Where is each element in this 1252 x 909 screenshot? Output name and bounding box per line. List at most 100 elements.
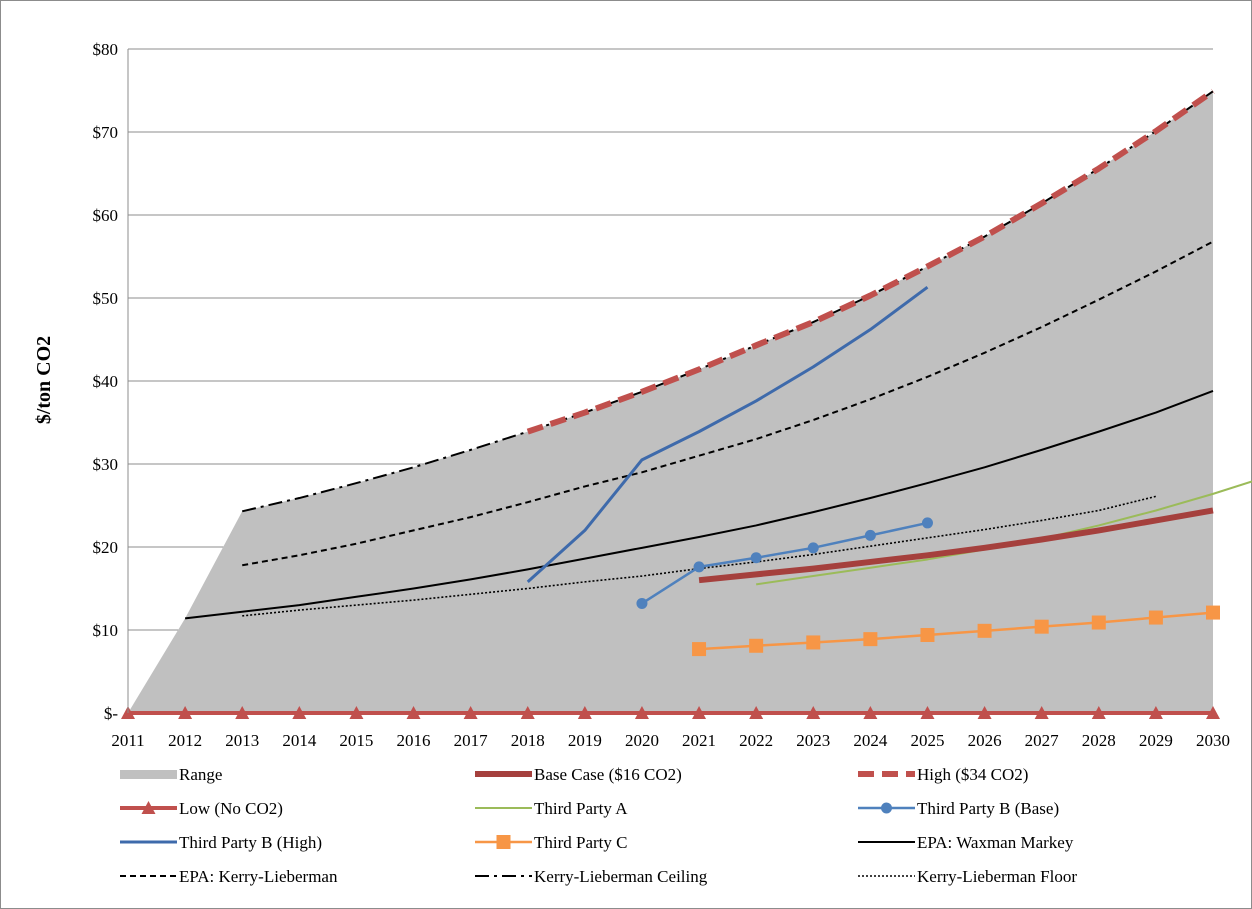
legend-label: Kerry-Lieberman Ceiling (534, 867, 708, 886)
x-tick-label: 2027 (1025, 731, 1060, 750)
series-line-tpb_base (641, 521, 928, 605)
data-point-tpb_base (636, 597, 648, 609)
data-point-low (520, 706, 535, 719)
data-point-low (349, 706, 364, 719)
legend-label: Third Party A (534, 799, 628, 818)
data-point-tpc (692, 642, 707, 657)
data-point-low (463, 706, 478, 719)
legend-marker-tpb_base (881, 802, 892, 814)
data-point-tpc (920, 627, 935, 642)
y-tick-label: $10 (93, 621, 119, 640)
axes: $- $10 $20 $30 $40 $50 $60 $70 $80 2011 2012 2013 20… (93, 40, 1231, 750)
legend-marker-tpc (496, 835, 511, 849)
legend-label: Range (179, 765, 222, 784)
y-tick-label: $30 (93, 455, 119, 474)
series-line-tpb_high (526, 286, 929, 583)
y-tick-label: $80 (93, 40, 119, 59)
data-point-low (577, 706, 592, 719)
series-tpb_base (636, 517, 933, 609)
data-point-low (178, 706, 193, 719)
legend-item-tpb_high: Third Party B (High) (120, 833, 322, 852)
data-point-low (1091, 706, 1106, 719)
legend-item-tpb_base: Third Party B (Base) (858, 799, 1059, 818)
data-point-low (235, 706, 250, 719)
y-tick-label: $40 (93, 372, 119, 391)
legend: Range Base Case ($16 CO2) High ($34 CO2) Lo… (120, 765, 1077, 886)
legend-label: Base Case ($16 CO2) (534, 765, 682, 784)
legend-item-waxman: EPA: Waxman Markey (858, 833, 1074, 852)
y-tick-label: $70 (93, 123, 119, 142)
y-tick-label: $20 (93, 538, 119, 557)
legend-item-klc: Kerry-Lieberman Ceiling (475, 867, 708, 886)
legend-label: Third Party B (Base) (917, 799, 1059, 818)
legend-swatch-range (120, 770, 177, 779)
legend-item-base: Base Case ($16 CO2) (475, 765, 682, 784)
series-tpc (692, 605, 1220, 657)
data-point-low (1148, 706, 1163, 719)
x-tick-label: 2029 (1139, 731, 1173, 750)
series-line-base (698, 507, 1214, 584)
data-point-tpb_base (807, 542, 819, 554)
series-line-waxman (184, 390, 1214, 620)
x-tick-label: 2013 (225, 731, 259, 750)
legend-label: EPA: Waxman Markey (917, 833, 1074, 852)
series-waxman (184, 390, 1214, 620)
data-point-low (292, 706, 307, 719)
legend-item-kl: EPA: Kerry-Lieberman (120, 867, 338, 886)
data-point-tpb_base (693, 561, 705, 573)
legend-item-tpa: Third Party A (475, 799, 628, 818)
x-tick-label: 2016 (397, 731, 431, 750)
x-tick-label: 2030 (1196, 731, 1230, 750)
legend-marker-low (141, 801, 156, 814)
series-line-high (526, 88, 1215, 435)
data-point-low (977, 706, 992, 719)
data-point-tpb_base (750, 552, 762, 564)
legend-label: EPA: Kerry-Lieberman (179, 867, 338, 886)
x-tick-label: 2020 (625, 731, 659, 750)
series-line-klc (241, 90, 1214, 513)
x-tick-label: 2015 (339, 731, 373, 750)
legend-label: Kerry-Lieberman Floor (917, 867, 1077, 886)
y-tick-label: $- (104, 704, 119, 723)
data-point-low (863, 706, 878, 719)
series-high (526, 88, 1215, 435)
legend-item-klf: Kerry-Lieberman Floor (858, 867, 1077, 886)
x-tick-label: 2011 (111, 731, 144, 750)
data-point-low (1206, 706, 1220, 719)
legend-label: Third Party B (High) (179, 833, 322, 852)
x-tick-label: 2025 (910, 731, 944, 750)
series-layer (121, 88, 1252, 719)
x-tick-label: 2021 (682, 731, 716, 750)
data-point-tpc (1034, 619, 1049, 634)
y-axis-title: $/ton CO2 (33, 336, 55, 424)
x-tick-label: 2028 (1082, 731, 1116, 750)
series-tpb_high (526, 286, 929, 583)
x-tick-label: 2012 (168, 731, 202, 750)
series-kl (242, 240, 1214, 567)
data-point-tpc (1148, 610, 1163, 625)
x-tick-label: 2019 (568, 731, 602, 750)
legend-label: Third Party C (534, 833, 628, 852)
series-low (121, 706, 1220, 719)
x-tick-label: 2022 (739, 731, 773, 750)
data-point-tpc (806, 635, 821, 650)
legend-label: High ($34 CO2) (917, 765, 1028, 784)
data-point-low (406, 706, 421, 719)
data-point-tpc (1091, 615, 1106, 630)
legend-item-range: Range (120, 765, 222, 784)
data-point-low (806, 706, 821, 719)
x-tick-label: 2023 (796, 731, 830, 750)
data-point-tpb_base (864, 529, 876, 541)
y-tick-label: $60 (93, 206, 119, 225)
data-point-tpc (1206, 605, 1220, 620)
legend-item-low: Low (No CO2) (120, 799, 283, 818)
data-point-low (692, 706, 707, 719)
series-base (698, 507, 1214, 584)
data-point-tpc (977, 623, 992, 638)
x-tick-label: 2017 (454, 731, 489, 750)
legend-item-high: High ($34 CO2) (858, 765, 1028, 784)
data-point-tpb_base (921, 517, 933, 529)
series-line-kl (242, 240, 1214, 567)
